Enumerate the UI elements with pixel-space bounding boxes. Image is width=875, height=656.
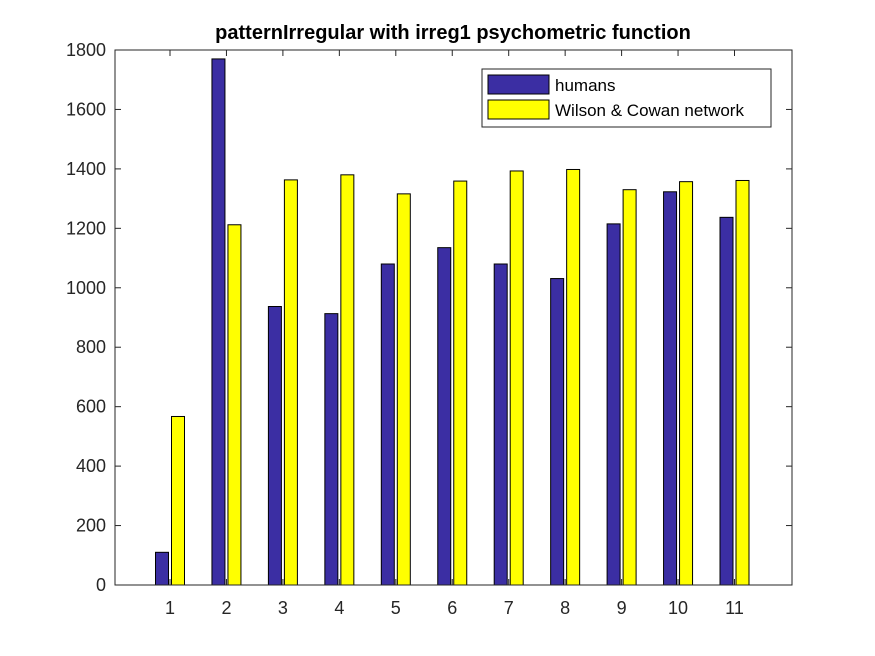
legend: humans Wilson & Cowan network xyxy=(481,68,772,128)
bar-series2-cat5 xyxy=(396,193,411,586)
bar-series2-cat3 xyxy=(283,179,298,586)
bar-series1-cat11 xyxy=(719,216,734,586)
x-tick-label: 6 xyxy=(447,598,457,618)
bar-series1-cat8 xyxy=(550,278,565,586)
y-tick-label: 1200 xyxy=(66,218,106,238)
legend-swatch-series2 xyxy=(487,99,550,120)
x-tick-label: 7 xyxy=(504,598,514,618)
bar-series1-cat10 xyxy=(663,191,678,586)
y-tick-label: 1800 xyxy=(66,40,106,60)
y-axis: 0 200 400 600 800 1000 1200 1400 1600 1800 xyxy=(66,40,792,595)
bar-series1-cat4 xyxy=(324,313,339,586)
legend-label-series1: humans xyxy=(555,76,615,95)
bar-series2-cat7 xyxy=(509,170,524,586)
y-tick-label: 600 xyxy=(76,397,106,417)
bar-series2-cat8 xyxy=(566,168,581,586)
legend-label-series2: Wilson & Cowan network xyxy=(555,101,744,120)
x-tick-label: 3 xyxy=(278,598,288,618)
bar-series1-cat2 xyxy=(211,58,226,586)
y-tick-label: 0 xyxy=(96,575,106,595)
bar-series2-cat11 xyxy=(735,179,750,586)
x-tick-label: 9 xyxy=(617,598,627,618)
y-tick-label: 1000 xyxy=(66,278,106,298)
x-axis: 1 2 3 4 5 6 7 8 9 10 11 xyxy=(165,50,744,618)
y-tick-label: 1400 xyxy=(66,159,106,179)
legend-swatch-series1 xyxy=(487,74,550,95)
bar-series1-cat6 xyxy=(437,247,452,586)
x-tick-label: 5 xyxy=(391,598,401,618)
plot-frame xyxy=(114,49,793,586)
bar-series2-cat1 xyxy=(171,415,185,586)
x-tick-label: 11 xyxy=(725,598,744,618)
bar-series1-cat1 xyxy=(155,551,169,586)
bar-series1-cat7 xyxy=(493,263,508,586)
bar-series1-cat3 xyxy=(267,306,282,586)
bar-series2-cat4 xyxy=(340,174,355,586)
bar-series2-cat9 xyxy=(622,189,637,586)
x-tick-label: 8 xyxy=(560,598,570,618)
y-tick-label: 1600 xyxy=(66,99,106,119)
y-tick-label: 800 xyxy=(76,337,106,357)
y-tick-label: 400 xyxy=(76,456,106,476)
chart-title: patternIrregular with irreg1 psychometri… xyxy=(215,22,691,44)
bar-series1-cat9 xyxy=(606,223,621,586)
bars-group xyxy=(155,58,750,586)
x-tick-label: 4 xyxy=(334,598,344,618)
x-tick-label: 1 xyxy=(165,598,175,618)
y-tick-label: 200 xyxy=(76,516,106,536)
bar-series2-cat2 xyxy=(227,224,242,586)
x-tick-label: 10 xyxy=(668,598,688,618)
x-tick-label: 2 xyxy=(221,598,231,618)
bar-series2-cat10 xyxy=(679,181,694,586)
bar-series1-cat5 xyxy=(380,263,395,586)
bar-series2-cat6 xyxy=(453,180,468,586)
